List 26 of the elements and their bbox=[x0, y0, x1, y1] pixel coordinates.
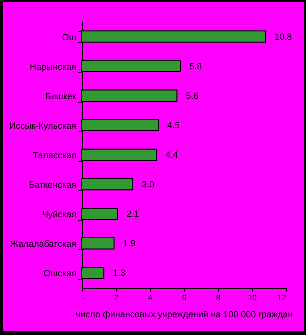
y-tick-label: Жалалабатская bbox=[10, 239, 77, 250]
y-tick-label: Иссык-Кульская bbox=[10, 120, 77, 131]
x-tick-label: 2 bbox=[114, 294, 120, 302]
data-label: 10.8 bbox=[274, 32, 292, 42]
data-label: 4.5 bbox=[168, 120, 180, 130]
data-label: 4.4 bbox=[166, 150, 178, 160]
data-label: 1.9 bbox=[123, 238, 136, 249]
y-tick-label: Ош bbox=[62, 32, 76, 42]
y-tick-label: Ошская bbox=[44, 268, 77, 279]
data-label: 5.6 bbox=[186, 90, 199, 101]
y-tick-label: Нарынская bbox=[30, 62, 77, 72]
x-tick-label: 10 bbox=[248, 294, 258, 302]
y-tick-label: Таласская bbox=[33, 150, 77, 160]
x-tick-label: 4 bbox=[148, 294, 154, 302]
y-tick-label: Бишкек bbox=[45, 91, 77, 102]
x-tick-label: 12 bbox=[278, 294, 288, 302]
x-tick-label: 6 bbox=[182, 294, 188, 302]
y-tick-label: Баткенская bbox=[29, 180, 77, 190]
y-tick-label: Чуйская bbox=[42, 210, 77, 220]
x-axis-title: число финансовых учреждений на 100 000 граждан bbox=[76, 310, 294, 320]
x-tick-label: - bbox=[82, 294, 86, 302]
data-label: 2.1 bbox=[126, 209, 140, 220]
data-label: 1.3 bbox=[113, 268, 126, 278]
x-tick-label: 8 bbox=[216, 294, 222, 302]
data-label: 5.8 bbox=[190, 61, 202, 72]
data-label: 3.0 bbox=[142, 180, 155, 190]
